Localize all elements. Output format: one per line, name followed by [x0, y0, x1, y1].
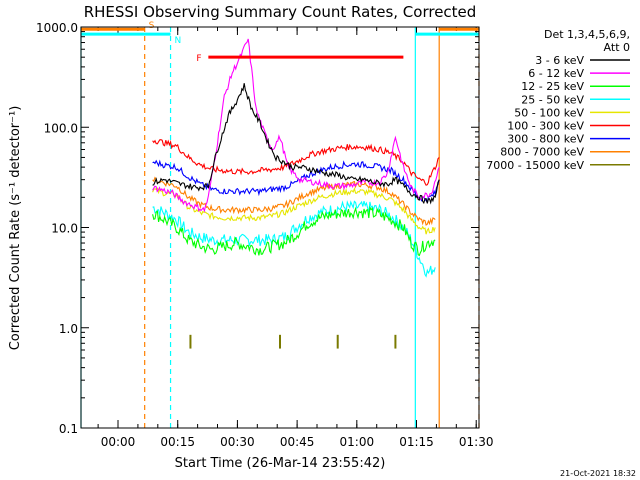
flag-bars: S N F: [81, 21, 479, 64]
flag-label-F: F: [196, 54, 201, 64]
x-tick-label-0: 00:00: [101, 435, 136, 449]
flag-label-N: N: [175, 36, 182, 46]
legend-label-1: 6 - 12 keV: [528, 67, 584, 80]
legend-label-3: 25 - 50 keV: [521, 93, 584, 106]
x-tick-label-1: 00:15: [160, 435, 195, 449]
y-axis-label: Corrected Count Rate (s⁻¹ detector⁻¹): [8, 106, 23, 351]
series-7: [152, 176, 436, 226]
flag-label-S: S: [149, 21, 155, 31]
series-3: [152, 200, 436, 278]
series-layer: [152, 38, 440, 349]
legend-label-8: 7000 - 15000 keV: [486, 159, 584, 172]
legend-label-2: 12 - 25 keV: [521, 80, 584, 93]
series-line-0: [152, 83, 440, 205]
series-6: [152, 159, 440, 204]
series-line-7: [152, 176, 436, 226]
x-tick-label-2: 00:30: [220, 435, 255, 449]
y-tick-label-4: 1000.0: [36, 21, 78, 35]
y-tick-label-1: 1.0: [59, 322, 78, 336]
y-tick-label-0: 0.1: [59, 422, 78, 436]
x-tick-label-5: 01:15: [399, 435, 434, 449]
axis-ticks: [81, 26, 479, 429]
footer-date: 21-Oct-2021 18:32: [560, 469, 636, 478]
series-line-3: [152, 200, 436, 278]
series-line-1: [152, 38, 440, 213]
series-line-4: [152, 187, 436, 235]
series-1: [152, 38, 440, 213]
y-axis-label-text: Corrected Count Rate (s⁻¹ detector⁻¹): [8, 106, 23, 351]
x-tick-label-4: 01:00: [340, 435, 375, 449]
series-2: [152, 205, 436, 257]
x-tick-label-6: 01:30: [459, 435, 494, 449]
y-tick-label-2: 10.0: [51, 222, 78, 236]
x-tick-label-3: 00:45: [280, 435, 315, 449]
plot-frame: [80, 26, 480, 429]
series-line-2: [152, 205, 436, 257]
chart-title: RHESSI Observing Summary Count Rates, Co…: [84, 3, 477, 21]
legend-label-5: 100 - 300 keV: [507, 120, 584, 133]
legend-header-line-1: Det 1,3,4,5,6,9,: [544, 28, 630, 41]
series-line-6: [152, 159, 440, 204]
legend-label-7: 800 - 7000 keV: [500, 146, 584, 159]
legend-label-0: 3 - 6 keV: [535, 54, 584, 67]
x-tick-labels: 00:00 00:15 00:30 00:45 01:00 01:15 01:30: [101, 435, 494, 449]
series-4: [152, 187, 436, 235]
legend-label-4: 50 - 100 keV: [514, 106, 584, 119]
legend-header-line-2: Att 0: [604, 41, 630, 54]
series-0: [152, 83, 440, 205]
legend-label-6: 300 - 800 keV: [507, 133, 584, 146]
y-tick-labels: 0.1 1.0 10.0 100.0 1000.0: [36, 21, 78, 436]
y-tick-label-3: 100.0: [44, 121, 78, 135]
x-axis-label: Start Time (26-Mar-14 23:55:42): [175, 456, 386, 471]
series-8: [189, 334, 397, 349]
